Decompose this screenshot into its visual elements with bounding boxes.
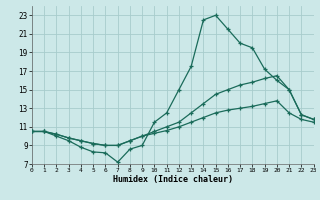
X-axis label: Humidex (Indice chaleur): Humidex (Indice chaleur) [113, 175, 233, 184]
